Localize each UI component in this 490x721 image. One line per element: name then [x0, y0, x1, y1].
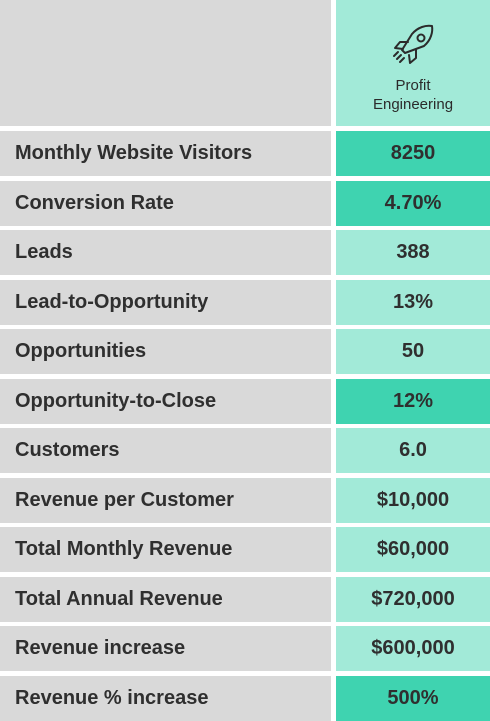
- header-empty-cell: [0, 0, 331, 126]
- table-row: Revenue per Customer $10,000: [0, 478, 490, 523]
- table-row: Revenue % increase 500%: [0, 676, 490, 721]
- row-value: 388: [336, 230, 490, 275]
- row-label: Monthly Website Visitors: [0, 131, 331, 176]
- column-title-line2: Engineering: [372, 96, 454, 113]
- row-value: $10,000: [336, 478, 490, 523]
- table-row: Leads 388: [0, 230, 490, 275]
- table-row: Conversion Rate 4.70%: [0, 181, 490, 226]
- table-row: Total Annual Revenue $720,000: [0, 577, 490, 622]
- row-value: 12%: [336, 379, 490, 424]
- row-label: Total Monthly Revenue: [0, 527, 331, 572]
- row-value: 8250: [336, 131, 490, 176]
- table-row: Lead-to-Opportunity 13%: [0, 280, 490, 325]
- table-row: Opportunities 50: [0, 329, 490, 374]
- table-row: Revenue increase $600,000: [0, 626, 490, 671]
- table-row: Customers 6.0: [0, 428, 490, 473]
- row-label: Leads: [0, 230, 331, 275]
- table-header: Profit Engineering: [0, 0, 490, 126]
- row-label: Lead-to-Opportunity: [0, 280, 331, 325]
- table-row: Monthly Website Visitors 8250: [0, 131, 490, 176]
- row-label: Opportunities: [0, 329, 331, 374]
- row-value: $600,000: [336, 626, 490, 671]
- row-value: 4.70%: [336, 181, 490, 226]
- table-row: Total Monthly Revenue $60,000: [0, 527, 490, 572]
- row-label: Conversion Rate: [0, 181, 331, 226]
- row-label: Opportunity-to-Close: [0, 379, 331, 424]
- row-value: 6.0: [336, 428, 490, 473]
- row-label: Revenue % increase: [0, 676, 331, 721]
- header-column-cell: Profit Engineering: [336, 0, 490, 126]
- column-title-line1: Profit: [395, 77, 431, 94]
- row-label: Revenue increase: [0, 626, 331, 671]
- rocket-icon: [393, 24, 434, 64]
- row-value: 500%: [336, 676, 490, 721]
- row-value: 13%: [336, 280, 490, 325]
- column-title: Profit Engineering: [336, 76, 490, 114]
- row-label: Customers: [0, 428, 331, 473]
- table-row: Opportunity-to-Close 12%: [0, 379, 490, 424]
- row-value: $60,000: [336, 527, 490, 572]
- row-label: Total Annual Revenue: [0, 577, 331, 622]
- row-label: Revenue per Customer: [0, 478, 331, 523]
- row-value: 50: [336, 329, 490, 374]
- row-value: $720,000: [336, 577, 490, 622]
